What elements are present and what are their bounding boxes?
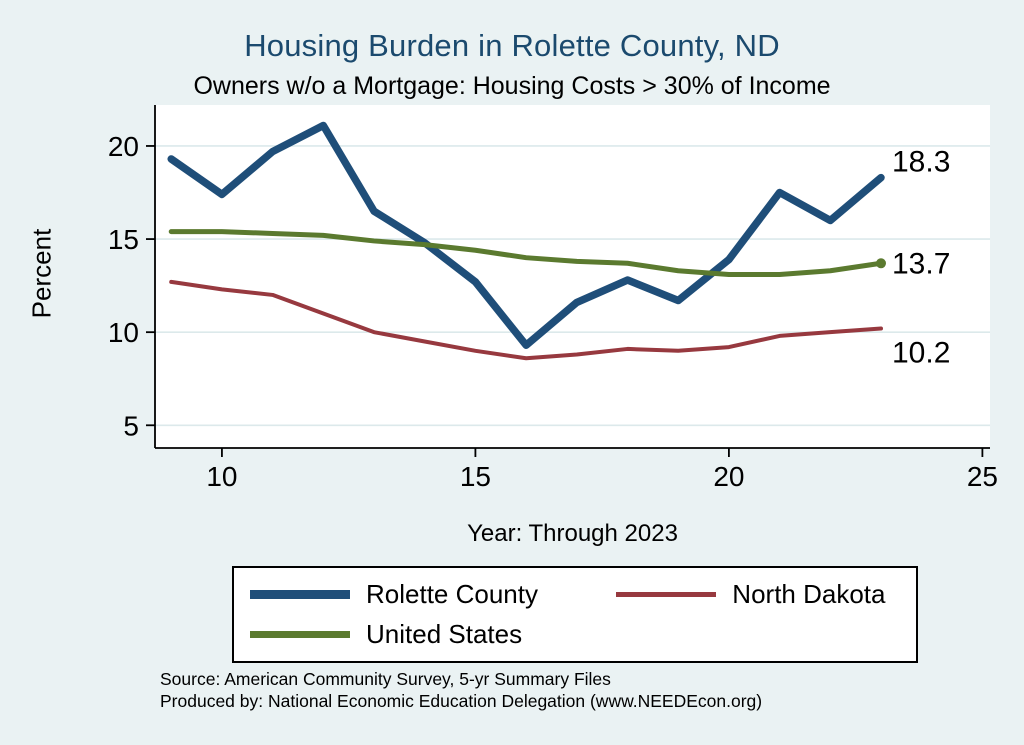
series-line-north-dakota <box>169 279 883 361</box>
chart-title: Housing Burden in Rolette County, ND <box>244 28 780 63</box>
source-note: Source: American Community Survey, 5-yr … <box>160 668 762 712</box>
legend-label: North Dakota <box>732 579 886 609</box>
legend-sample-line <box>250 590 350 599</box>
y-tick-label-5: 5 <box>123 410 139 441</box>
x-tick-label-20: 20 <box>713 461 744 492</box>
y-tick-label-15: 15 <box>108 224 139 255</box>
x-axis-title: Year: Through 2023 <box>467 520 678 547</box>
end-value-label-rolette-county: 18.3 <box>892 146 950 179</box>
source-line-1: Source: American Community Survey, 5-yr … <box>160 669 611 689</box>
end-value-label-north-dakota: 10.2 <box>892 336 950 369</box>
x-tick-label-15: 15 <box>460 461 491 492</box>
plot-background <box>155 105 990 448</box>
x-tick-label-25: 25 <box>967 461 998 492</box>
series-end-marker <box>875 258 886 269</box>
legend-item-north-dakota: North Dakota <box>616 579 916 610</box>
y-tick-label-20: 20 <box>108 131 139 162</box>
legend-label: United States <box>366 619 523 649</box>
series-line-rolette-county <box>167 121 885 349</box>
source-line-2: Produced by: National Economic Education… <box>160 691 763 711</box>
chart-subtitle: Owners w/o a Mortgage: Housing Costs > 3… <box>193 72 831 100</box>
y-tick-label-10: 10 <box>108 317 139 348</box>
legend-item-rolette-county: Rolette County <box>250 579 616 610</box>
legend-sample-line <box>250 631 350 638</box>
legend-sample-line <box>616 591 717 598</box>
series-line-united-states <box>168 229 884 277</box>
legend: Rolette County North Dakota United States <box>232 566 918 663</box>
legend-label: Rolette County <box>366 579 538 609</box>
end-value-label-united-states: 13.7 <box>892 247 950 280</box>
x-tick-label-10: 10 <box>206 461 237 492</box>
legend-item-united-states: United States <box>250 619 616 650</box>
